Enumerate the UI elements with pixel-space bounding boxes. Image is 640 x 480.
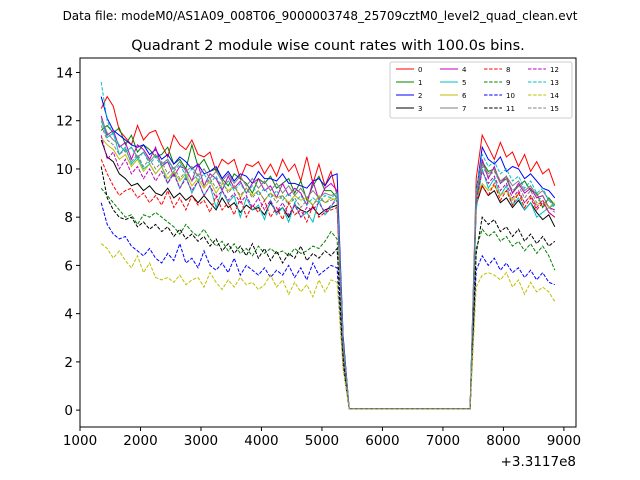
legend-label-10: 10: [506, 92, 515, 100]
legend-label-13: 13: [550, 79, 559, 87]
y-tick-label: 10: [56, 162, 73, 178]
y-tick-label: 2: [64, 355, 73, 371]
legend-label-6: 6: [462, 92, 467, 100]
legend-label-5: 5: [462, 79, 466, 87]
legend-label-0: 0: [418, 66, 422, 74]
series-line-6: [100, 137, 556, 410]
legend-label-2: 2: [418, 92, 422, 100]
series-line-15: [100, 125, 556, 410]
y-tick-label: 6: [64, 258, 73, 274]
series-line-13: [100, 82, 556, 410]
x-tick-label: 2000: [123, 433, 157, 449]
y-tick-label: 0: [64, 403, 73, 419]
legend-label-12: 12: [550, 66, 559, 74]
y-tick-label: 4: [64, 307, 73, 323]
x-axis: 1000 2000 3000 4000 5000 6000 7000 8000 9000: [63, 427, 581, 449]
legend-frame: [389, 61, 573, 119]
series-line-7: [100, 118, 556, 410]
x-offset-label: +3.3117e8: [501, 454, 576, 470]
plot-series-group: [100, 82, 556, 410]
axes-frame: [79, 57, 577, 428]
legend-label-3: 3: [418, 105, 422, 113]
x-tick-label: 1000: [63, 433, 97, 449]
legend-label-1: 1: [418, 79, 422, 87]
y-tick-label: 12: [56, 114, 73, 130]
x-tick-label: 8000: [486, 433, 520, 449]
series-line-0: [100, 95, 556, 410]
series-line-12: [100, 135, 556, 410]
legend-label-15: 15: [550, 105, 559, 113]
legend-label-7: 7: [462, 105, 466, 113]
x-tick-label: 9000: [547, 433, 581, 449]
y-axis: 0 2 4 6 8 10 12 14: [56, 65, 80, 419]
legend-label-8: 8: [506, 66, 510, 74]
series-line-8: [100, 159, 556, 410]
y-tick-label: 8: [64, 210, 73, 226]
chart-title: Quadrant 2 module wise count rates with …: [131, 38, 525, 54]
x-tick-label: 7000: [426, 433, 460, 449]
series-line-14: [100, 243, 556, 410]
legend-label-14: 14: [550, 92, 559, 100]
series-line-10: [100, 202, 555, 410]
x-tick-label: 5000: [305, 433, 339, 449]
series-line-9: [100, 187, 556, 410]
y-tick-label: 14: [56, 65, 73, 81]
x-tick-label: 4000: [244, 433, 278, 449]
series-line-3: [100, 139, 556, 410]
legend-label-11: 11: [506, 105, 515, 113]
x-tick-label: 6000: [365, 433, 399, 449]
legend-label-4: 4: [462, 66, 467, 74]
x-tick-label: 3000: [184, 433, 218, 449]
chart-suptitle: Data file: modeM0/AS1A09_008T06_90000037…: [63, 9, 578, 23]
legend-label-9: 9: [506, 79, 510, 87]
